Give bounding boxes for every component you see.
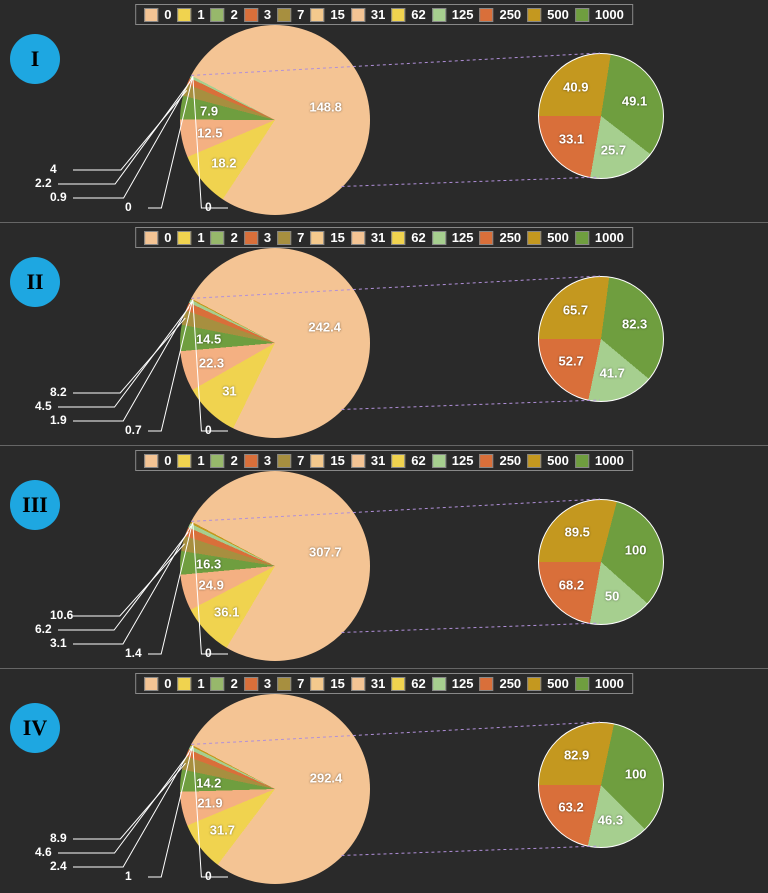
- detail-slice-label: 25.7: [601, 142, 626, 157]
- detail-slice-label: 100: [625, 766, 647, 781]
- chart-container: 012371531621252505001000I148.818.212.57.…: [0, 0, 768, 891]
- panel-I: 012371531621252505001000I148.818.212.57.…: [0, 0, 768, 222]
- detail-slice-label: 100: [625, 543, 647, 558]
- panel-IV: 012371531621252505001000IV292.431.721.91…: [0, 668, 768, 891]
- detail-pie: [538, 499, 664, 625]
- detail-slice-label: 65.7: [563, 303, 588, 318]
- panel-II: 012371531621252505001000II242.43122.314.…: [0, 222, 768, 445]
- detail-slice-label: 52.7: [558, 354, 583, 369]
- detail-slice-label: 41.7: [600, 366, 625, 381]
- detail-slice-label: 49.1: [622, 94, 647, 109]
- detail-pie: [538, 722, 664, 848]
- detail-slice-label: 68.2: [559, 577, 584, 592]
- detail-slice-label: 50: [605, 589, 619, 604]
- detail-slice-label: 33.1: [559, 131, 584, 146]
- panel-III: 012371531621252505001000III307.736.124.9…: [0, 445, 768, 668]
- detail-slice-label: 40.9: [563, 79, 588, 94]
- detail-slice-label: 82.3: [622, 317, 647, 332]
- detail-slice-label: 82.9: [564, 748, 589, 763]
- detail-pie: [538, 53, 664, 179]
- detail-slice-label: 89.5: [565, 524, 590, 539]
- detail-slice-label: 46.3: [598, 812, 623, 827]
- detail-pie: [538, 276, 664, 402]
- detail-slice-label: 63.2: [558, 800, 583, 815]
